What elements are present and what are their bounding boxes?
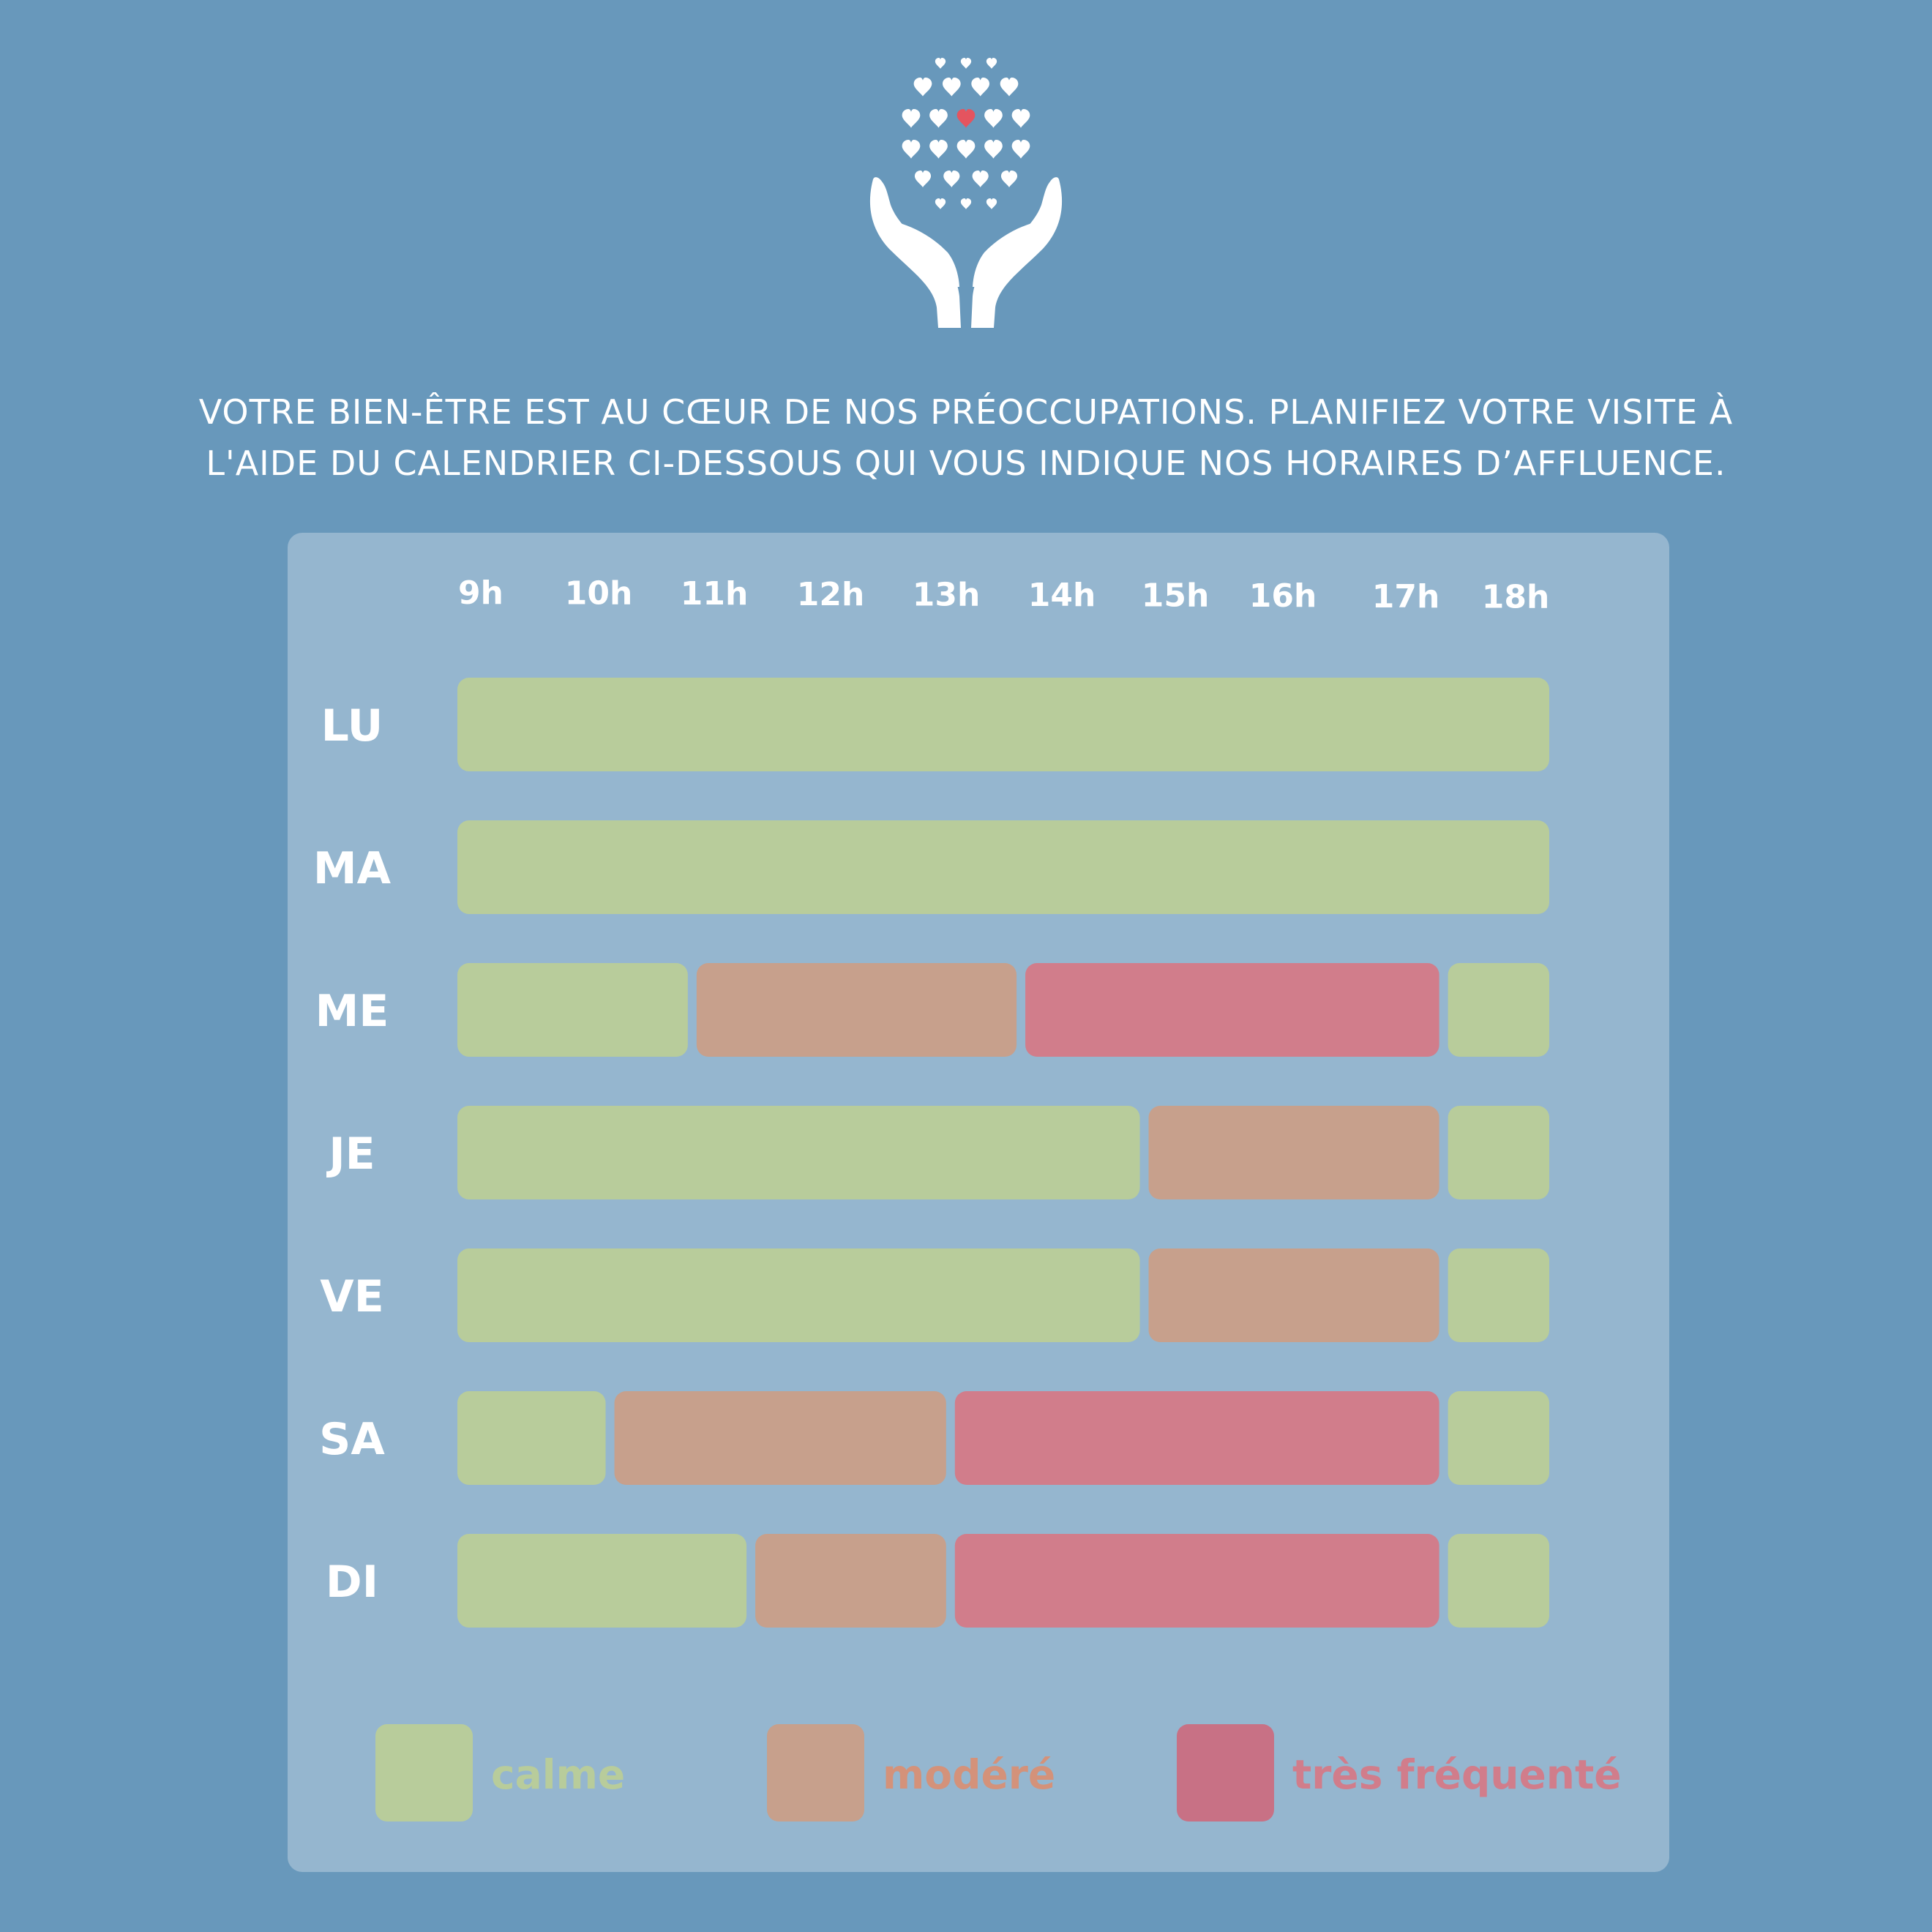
hands-holding-hearts-icon [869, 58, 1063, 328]
x-tick-label: 11h [681, 575, 749, 613]
x-tick-label: 13h [913, 576, 981, 613]
heart-icon [984, 109, 1003, 128]
heart-icon [935, 198, 946, 209]
bar-segment-di-calme [457, 1534, 747, 1628]
bar-segment-di-tres_frequente [954, 1534, 1439, 1628]
heart-icon [902, 109, 921, 128]
bar-segment-di-calme [1448, 1534, 1549, 1628]
x-tick-label: 16h [1249, 577, 1317, 615]
heart-icon [1000, 171, 1018, 187]
heart-icon [942, 78, 961, 97]
day-label-ma: MA [313, 843, 392, 894]
day-label-lu: LU [321, 700, 383, 752]
heart-icon [960, 58, 972, 69]
bar-segment-ve-calme [1448, 1248, 1549, 1342]
intro-text: VOTRE BIEN-ÊTRE EST AU CŒUR DE NOS PRÉOC… [44, 386, 1888, 489]
heart-icon [972, 171, 989, 187]
heart-icon [956, 140, 976, 159]
heart-icon [960, 198, 972, 209]
heart-icon [914, 171, 932, 187]
day-label-me: ME [315, 986, 389, 1037]
heart-icon [929, 109, 948, 128]
heart-icon [971, 78, 990, 97]
legend-swatch-tres-frequente [1177, 1724, 1274, 1821]
intro-line-2: L'AIDE DU CALENDRIER CI-DESSOUS QUI VOUS… [206, 443, 1726, 483]
x-tick-label: 15h [1142, 577, 1210, 615]
legend-label-tres-frequente: très fréquenté [1292, 1751, 1622, 1798]
x-tick-label: 18h [1482, 578, 1550, 615]
heart-icon [984, 140, 1003, 159]
legend: calme modéré très fréquenté [375, 1722, 1649, 1824]
affluence-chart: 9h 10h 11h 12h 13h 14h 15h 16h 17h 18h LU MA ME JE VE S… [313, 574, 1550, 1628]
heart-icon [1011, 109, 1030, 128]
bar-segment-sa-modere [614, 1391, 946, 1485]
day-label-sa: SA [319, 1414, 385, 1465]
heart-icon [943, 171, 960, 187]
heart-icon [986, 58, 997, 69]
x-tick-label: 14h [1028, 577, 1096, 614]
legend-swatch-calme [375, 1724, 473, 1821]
bar-segment-je-calme [457, 1106, 1140, 1199]
day-label-ve: VE [320, 1271, 383, 1322]
legend-swatch-modere [767, 1724, 864, 1821]
heart-icon [1000, 78, 1019, 97]
bar-segment-ve-calme [457, 1248, 1140, 1342]
day-label-je: JE [326, 1128, 375, 1180]
heart-icon [913, 78, 932, 97]
legend-label-calme: calme [491, 1751, 626, 1798]
x-tick-label: 17h [1372, 578, 1440, 615]
bar-segment-je-modere [1148, 1106, 1439, 1199]
bar-segment-ma-calme [457, 820, 1549, 914]
x-tick-label: 12h [797, 576, 865, 613]
bar-segment-lu-calme [457, 678, 1549, 771]
bar-segment-me-calme [457, 963, 688, 1057]
legend-label-modere: modéré [883, 1751, 1056, 1798]
bar-segment-me-calme [1448, 963, 1549, 1057]
heart-icon [935, 58, 946, 69]
bar-segment-me-tres_frequente [1025, 963, 1439, 1057]
bar-segment-sa-calme [457, 1391, 606, 1485]
bar-segment-me-modere [696, 963, 1017, 1057]
bar-segment-ve-modere [1148, 1248, 1439, 1342]
day-label-di: DI [326, 1557, 378, 1608]
bar-segment-je-calme [1448, 1106, 1549, 1199]
x-tick-label: 10h [565, 575, 633, 613]
heart-icon [1011, 140, 1030, 159]
bar-segment-di-modere [755, 1534, 946, 1628]
bar-segment-sa-calme [1448, 1391, 1549, 1485]
bar-segment-sa-tres_frequente [954, 1391, 1439, 1485]
schedule-panel: 9h 10h 11h 12h 13h 14h 15h 16h 17h 18h LU MA ME JE VE S… [288, 533, 1669, 1872]
heart-icon [902, 140, 921, 159]
heart-icon [986, 198, 997, 209]
x-tick-label: 9h [458, 574, 503, 612]
intro-line-1: VOTRE BIEN-ÊTRE EST AU CŒUR DE NOS PRÉOC… [198, 392, 1734, 432]
heart-icon [929, 140, 948, 159]
heart-icon [956, 109, 976, 128]
